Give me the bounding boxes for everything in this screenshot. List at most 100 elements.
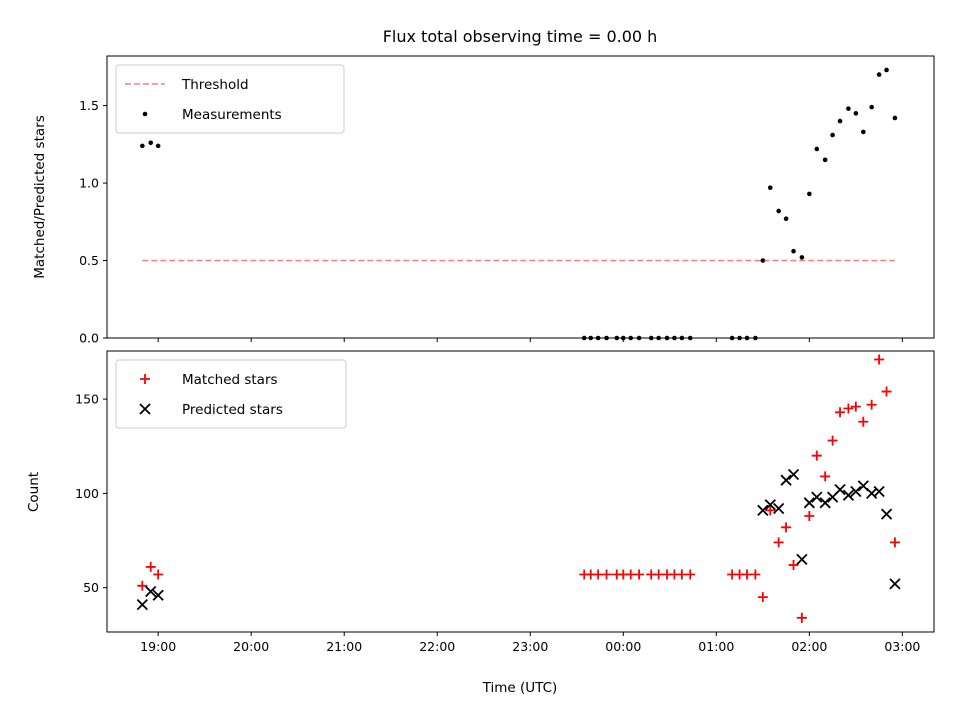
top-y-axis-label: Matched/Predicted stars xyxy=(32,115,48,278)
x-tick-label: 20:00 xyxy=(233,639,269,654)
data-point xyxy=(842,489,855,501)
legend-box xyxy=(115,64,345,134)
data-point xyxy=(787,468,800,481)
data-point xyxy=(767,185,773,191)
data-point xyxy=(152,589,164,601)
data-point xyxy=(884,67,889,73)
data-point xyxy=(765,505,776,516)
legend-marker xyxy=(139,403,151,415)
data-point xyxy=(796,612,807,623)
legend: Matched stars Predicted stars xyxy=(115,359,347,429)
data-point xyxy=(685,569,696,580)
data-point xyxy=(843,403,854,414)
data-point xyxy=(757,504,769,516)
data-point xyxy=(634,569,645,580)
data-point xyxy=(804,511,815,522)
data-point xyxy=(892,115,898,121)
top-plot-matched-ratio: 0.0 0.5 1.0 1.5 Threshold Measurements xyxy=(79,55,935,346)
data-point xyxy=(835,407,846,418)
data-point xyxy=(880,508,893,520)
data-point xyxy=(776,208,781,214)
legend: Threshold Measurements xyxy=(115,64,345,134)
x-tick-label: 03:00 xyxy=(884,639,920,654)
data-point xyxy=(827,435,838,446)
data-point xyxy=(850,485,862,498)
data-point xyxy=(136,599,148,611)
y-tick-label: 100 xyxy=(75,486,99,501)
x-axis-label: Time (UTC) xyxy=(482,680,558,696)
data-point xyxy=(780,474,792,486)
x-tick-label: 00:00 xyxy=(605,639,641,654)
legend-box xyxy=(115,359,347,429)
data-point xyxy=(773,502,785,515)
y-tick-label: 1.5 xyxy=(79,98,99,113)
legend-marker xyxy=(142,111,148,117)
data-point xyxy=(889,578,901,590)
legend-entry: Threshold xyxy=(181,77,249,93)
data-point xyxy=(593,569,604,580)
data-point xyxy=(145,585,157,598)
data-point xyxy=(757,592,768,603)
data-point xyxy=(153,569,164,580)
data-point xyxy=(791,248,796,254)
data-point xyxy=(814,146,820,152)
x-tick-label: 22:00 xyxy=(419,639,455,654)
chart-title: Flux total observing time = 0.00 h xyxy=(383,27,658,46)
data-point xyxy=(830,132,835,138)
data-point xyxy=(837,118,843,124)
legend-marker xyxy=(140,374,150,384)
data-point xyxy=(820,471,831,482)
bottom-plot-star-counts: 50 100 150 19:00 20:00 21:00 22:00 23:00 00:00 01… xyxy=(75,350,935,654)
data-point xyxy=(676,569,687,580)
series-matched-stars xyxy=(137,354,900,623)
x-tick-label: 21:00 xyxy=(326,639,362,654)
y-tick-label: 150 xyxy=(75,392,99,407)
data-point xyxy=(773,537,784,548)
data-point xyxy=(750,569,761,580)
plot-frame xyxy=(106,55,935,339)
data-point xyxy=(858,416,869,427)
data-point xyxy=(137,580,148,591)
data-point xyxy=(799,255,805,260)
data-point xyxy=(625,569,636,580)
data-point xyxy=(788,560,799,571)
data-point xyxy=(822,157,828,163)
data-point xyxy=(811,450,822,461)
data-point xyxy=(811,491,823,503)
y-tick-label: 0.0 xyxy=(79,331,99,346)
y-tick-label: 0.5 xyxy=(79,253,99,268)
data-point xyxy=(783,216,789,221)
data-point xyxy=(145,561,156,572)
data-point xyxy=(155,143,161,149)
data-point xyxy=(764,499,776,511)
series-predicted-stars xyxy=(136,468,901,611)
data-point xyxy=(742,569,753,580)
data-point xyxy=(873,485,885,498)
x-tick-label: 02:00 xyxy=(791,639,827,654)
data-point xyxy=(866,399,877,410)
y-tick-label: 1.0 xyxy=(79,176,99,191)
x-tick-label: 01:00 xyxy=(698,639,734,654)
x-tick-label: 23:00 xyxy=(512,639,548,654)
plot-frame xyxy=(106,350,935,633)
data-point xyxy=(874,354,885,365)
data-point xyxy=(846,106,851,111)
data-point xyxy=(861,129,866,135)
data-point xyxy=(140,143,145,149)
x-tick-label: 19:00 xyxy=(140,639,176,654)
legend-entry: Measurements xyxy=(182,107,282,123)
y-tick-label: 50 xyxy=(83,580,99,595)
data-point xyxy=(853,111,859,116)
data-point xyxy=(803,497,815,509)
data-point xyxy=(834,483,846,496)
data-point xyxy=(653,569,664,580)
data-point xyxy=(881,386,892,397)
data-point xyxy=(148,140,154,146)
legend-entry: Predicted stars xyxy=(182,402,283,418)
data-point xyxy=(601,569,612,580)
data-point xyxy=(869,104,874,110)
legend-entry: Matched stars xyxy=(182,372,278,388)
data-point xyxy=(760,258,766,263)
data-point xyxy=(876,72,882,77)
data-point xyxy=(807,191,812,197)
